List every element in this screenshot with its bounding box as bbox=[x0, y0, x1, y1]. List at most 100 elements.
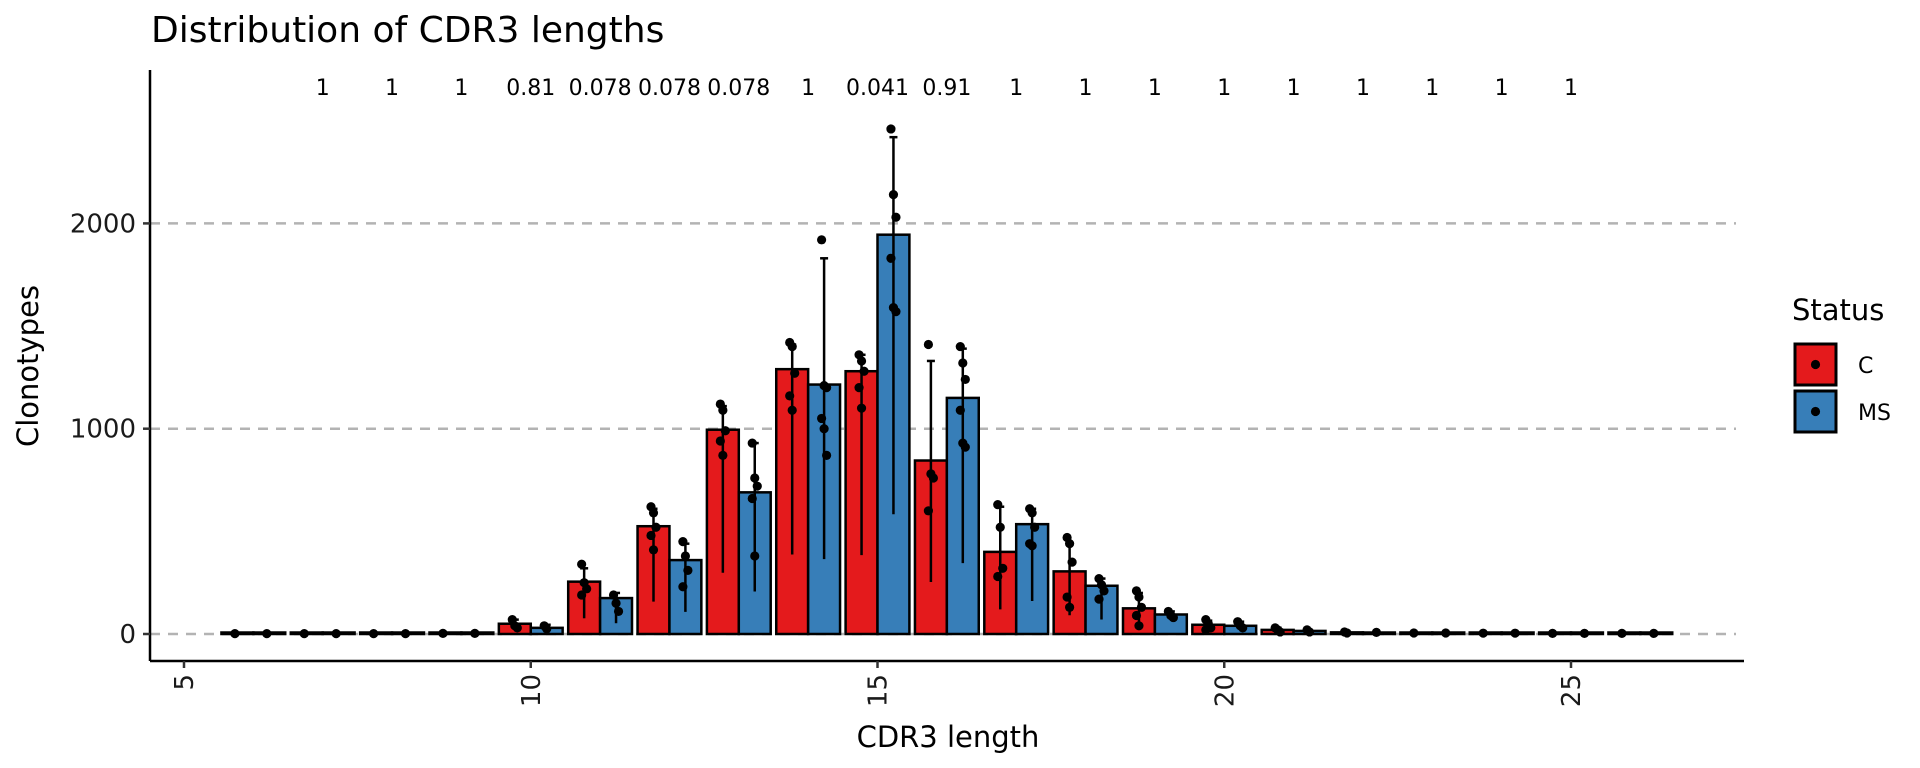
p-value-label: 1 bbox=[1495, 76, 1509, 101]
point-MS-11 bbox=[613, 606, 624, 617]
p-value-label: 0.041 bbox=[846, 76, 909, 101]
p-value-label: 1 bbox=[801, 76, 815, 101]
point-C-15 bbox=[854, 383, 864, 393]
point-C-18 bbox=[1062, 592, 1072, 602]
point-MS-16 bbox=[958, 358, 968, 368]
point-C-13 bbox=[715, 436, 725, 446]
point-MS-21 bbox=[1304, 627, 1315, 637]
p-value-label: 0.91 bbox=[922, 76, 971, 101]
y-tick-label: 2000 bbox=[70, 209, 136, 239]
x-tick-label: 10 bbox=[517, 674, 547, 707]
point-C-6 bbox=[230, 628, 240, 639]
x-tick-label: 20 bbox=[1210, 674, 1240, 707]
x-tick-label: 25 bbox=[1557, 674, 1587, 707]
point-C-14 bbox=[787, 341, 797, 352]
point-C-15 bbox=[856, 403, 867, 413]
point-C-18 bbox=[1064, 602, 1075, 612]
p-value-label: 1 bbox=[1217, 76, 1231, 101]
p-value-label: 1 bbox=[1079, 76, 1093, 101]
point-MS-17 bbox=[1027, 541, 1037, 551]
point-MS-16 bbox=[960, 442, 970, 452]
point-C-12 bbox=[646, 530, 656, 541]
point-MS-6 bbox=[262, 628, 272, 639]
legend-label-MS: MS bbox=[1858, 401, 1891, 426]
point-C-12 bbox=[651, 522, 661, 532]
point-MS-11 bbox=[608, 590, 619, 600]
point-C-14 bbox=[787, 405, 797, 415]
x-tick-label: 15 bbox=[864, 674, 894, 707]
point-C-17 bbox=[998, 563, 1008, 573]
point-C-23 bbox=[1409, 628, 1419, 638]
point-MS-16 bbox=[955, 341, 965, 352]
point-C-10 bbox=[512, 623, 522, 633]
point-C-19 bbox=[1131, 610, 1142, 621]
p-value-label: 0.078 bbox=[569, 76, 632, 101]
p-value-labels: 1 1 1 0.81 0.078 0.078 0.078 1 0.041 0.91 1 1 1 1 1 1 1 1… bbox=[316, 76, 1578, 101]
point-MS-20 bbox=[1238, 623, 1248, 633]
point-MS-25 bbox=[1579, 628, 1590, 638]
y-ticks: 0 1000 2000 bbox=[70, 209, 150, 650]
point-C-26 bbox=[1617, 628, 1627, 638]
p-value-label: 0.81 bbox=[506, 76, 555, 101]
point-MS-8 bbox=[400, 628, 411, 639]
point-C-11 bbox=[577, 559, 587, 569]
point-MS-15 bbox=[886, 124, 896, 134]
point-MS-24 bbox=[1510, 628, 1520, 638]
point-MS-12 bbox=[680, 551, 691, 561]
point-C-12 bbox=[648, 545, 659, 555]
y-tick-label: 1000 bbox=[70, 415, 136, 445]
p-value-label: 1 bbox=[1425, 76, 1439, 101]
point-C-22 bbox=[1342, 628, 1352, 638]
legend-point-C bbox=[1810, 359, 1821, 370]
point-C-16 bbox=[923, 339, 933, 350]
point-C-17 bbox=[993, 500, 1003, 510]
point-MS-7 bbox=[331, 628, 341, 639]
point-C-20 bbox=[1201, 625, 1211, 635]
point-C-18 bbox=[1067, 557, 1077, 567]
point-MS-9 bbox=[470, 628, 480, 638]
point-C-17 bbox=[995, 522, 1005, 532]
point-C-13 bbox=[720, 426, 730, 436]
point-C-21 bbox=[1275, 627, 1285, 637]
y-axis-title: Clonotypes bbox=[11, 285, 45, 447]
point-MS-14 bbox=[822, 383, 832, 393]
point-C-25 bbox=[1547, 628, 1558, 638]
point-MS-13 bbox=[747, 438, 757, 448]
p-value-label: 0.078 bbox=[638, 76, 701, 101]
point-C-19 bbox=[1134, 621, 1144, 631]
point-MS-13 bbox=[750, 551, 760, 561]
point-MS-18 bbox=[1099, 586, 1109, 596]
point-C-18 bbox=[1064, 539, 1075, 549]
legend: Status C MS bbox=[1792, 293, 1891, 434]
point-MS-14 bbox=[817, 413, 827, 424]
point-C-16 bbox=[928, 473, 938, 483]
point-MS-14 bbox=[819, 424, 829, 434]
p-value-label: 1 bbox=[1564, 76, 1578, 101]
point-C-11 bbox=[582, 584, 592, 594]
legend-title: Status bbox=[1792, 293, 1884, 327]
p-value-label: 0.078 bbox=[707, 76, 770, 101]
point-C-15 bbox=[859, 366, 869, 376]
point-MS-16 bbox=[955, 405, 965, 415]
point-MS-23 bbox=[1441, 628, 1451, 638]
point-C-13 bbox=[718, 450, 728, 460]
point-MS-15 bbox=[886, 253, 896, 263]
point-C-19 bbox=[1136, 602, 1147, 612]
bars bbox=[220, 233, 1674, 636]
p-value-label: 1 bbox=[385, 76, 399, 101]
point-C-12 bbox=[648, 508, 659, 518]
p-value-label: 1 bbox=[1356, 76, 1370, 101]
points bbox=[230, 124, 1659, 639]
legend-point-MS bbox=[1810, 406, 1821, 417]
p-value-label: 1 bbox=[1009, 76, 1023, 101]
point-C-17 bbox=[993, 571, 1003, 582]
point-MS-17 bbox=[1030, 522, 1040, 532]
point-MS-11 bbox=[611, 598, 621, 608]
x-axis-title: CDR3 length bbox=[857, 720, 1040, 754]
point-MS-18 bbox=[1094, 594, 1104, 604]
point-MS-10 bbox=[542, 624, 552, 634]
point-MS-12 bbox=[678, 582, 688, 592]
p-value-label: 1 bbox=[1287, 76, 1301, 101]
p-value-label: 1 bbox=[316, 76, 330, 101]
